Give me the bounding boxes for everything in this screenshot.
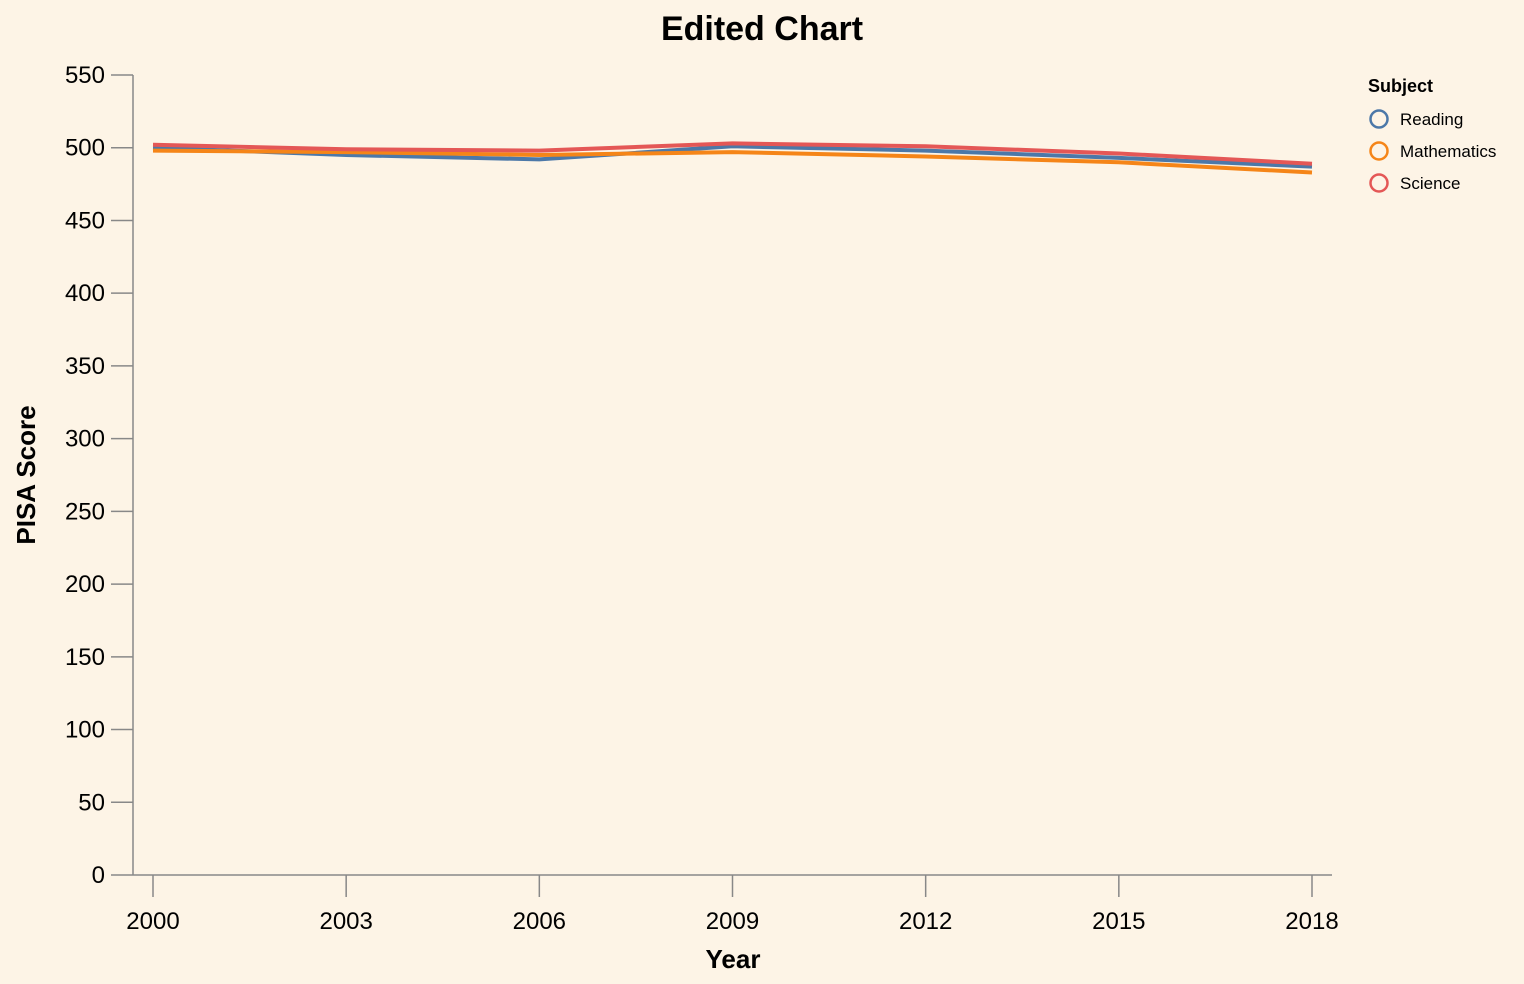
y-tick-label: 0 <box>92 862 105 889</box>
y-tick-label: 50 <box>78 789 105 816</box>
y-tick-label: 200 <box>65 571 105 598</box>
x-tick-label: 2018 <box>1285 908 1338 935</box>
y-tick-label: 500 <box>65 135 105 162</box>
x-tick-label: 2003 <box>319 908 372 935</box>
legend-title: Subject <box>1368 76 1433 96</box>
y-tick-label: 550 <box>65 62 105 89</box>
y-tick-label: 300 <box>65 426 105 453</box>
x-tick-label: 2006 <box>513 908 566 935</box>
axes: 0 50 100 150 200 250 300 350 400 450 500 550 2000 200… <box>65 62 1339 935</box>
x-axis-title: Year <box>706 944 761 974</box>
y-tick-label: 250 <box>65 498 105 525</box>
legend: Subject Reading Mathematics Science <box>1368 76 1496 193</box>
plot-lines <box>152 141 1313 175</box>
x-tick-label: 2012 <box>899 908 952 935</box>
y-tick-label: 350 <box>65 353 105 380</box>
legend-symbol-science <box>1369 173 1389 193</box>
x-tick-label: 2000 <box>126 908 179 935</box>
x-tick-label: 2015 <box>1092 908 1145 935</box>
legend-label: Mathematics <box>1400 142 1496 161</box>
y-tick-label: 450 <box>65 207 105 234</box>
y-tick-label: 100 <box>65 717 105 744</box>
legend-symbol-reading <box>1369 109 1389 129</box>
y-tick-label: 150 <box>65 644 105 671</box>
y-axis-title: PISA Score <box>11 405 41 544</box>
series-line-reading <box>152 144 1313 169</box>
legend-symbol-mathematics <box>1369 141 1389 161</box>
legend-label: Science <box>1400 174 1460 193</box>
x-tick-label: 2009 <box>706 908 759 935</box>
legend-label: Reading <box>1400 110 1463 129</box>
series-line-mathematics <box>152 148 1313 175</box>
y-tick-label: 400 <box>65 280 105 307</box>
chart-title: Edited Chart <box>661 10 863 48</box>
series-line-science <box>152 141 1313 166</box>
